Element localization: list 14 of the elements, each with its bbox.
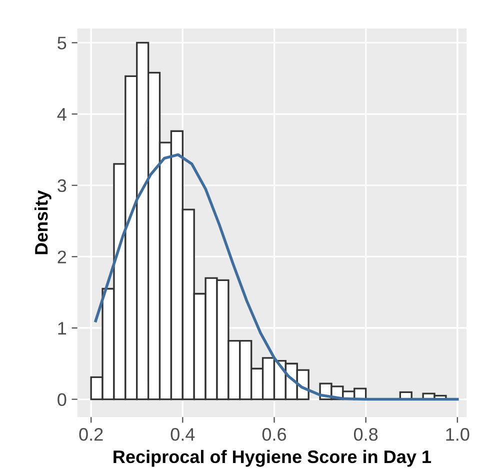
y-tick-label: 2 [58, 250, 66, 264]
line-series [94, 153, 459, 401]
x-axis-title: Reciprocal of Hygiene Score in Day 1 [114, 450, 432, 467]
y-tick-label: 5 [58, 36, 66, 50]
x-tick-label: 1.0 [446, 428, 470, 441]
y-tick-label: 1 [58, 322, 66, 335]
x-tick-label: 0.2 [79, 428, 103, 441]
y-axis-title: Density [34, 190, 52, 254]
x-tick-label: 0.6 [262, 428, 286, 441]
x-tick-label: 0.4 [170, 428, 195, 441]
x-tick-label: 0.8 [354, 428, 378, 441]
y-tick-label: 4 [57, 108, 66, 121]
y-tick-label: 3 [58, 179, 66, 192]
y-tick-label: 0 [58, 393, 66, 406]
